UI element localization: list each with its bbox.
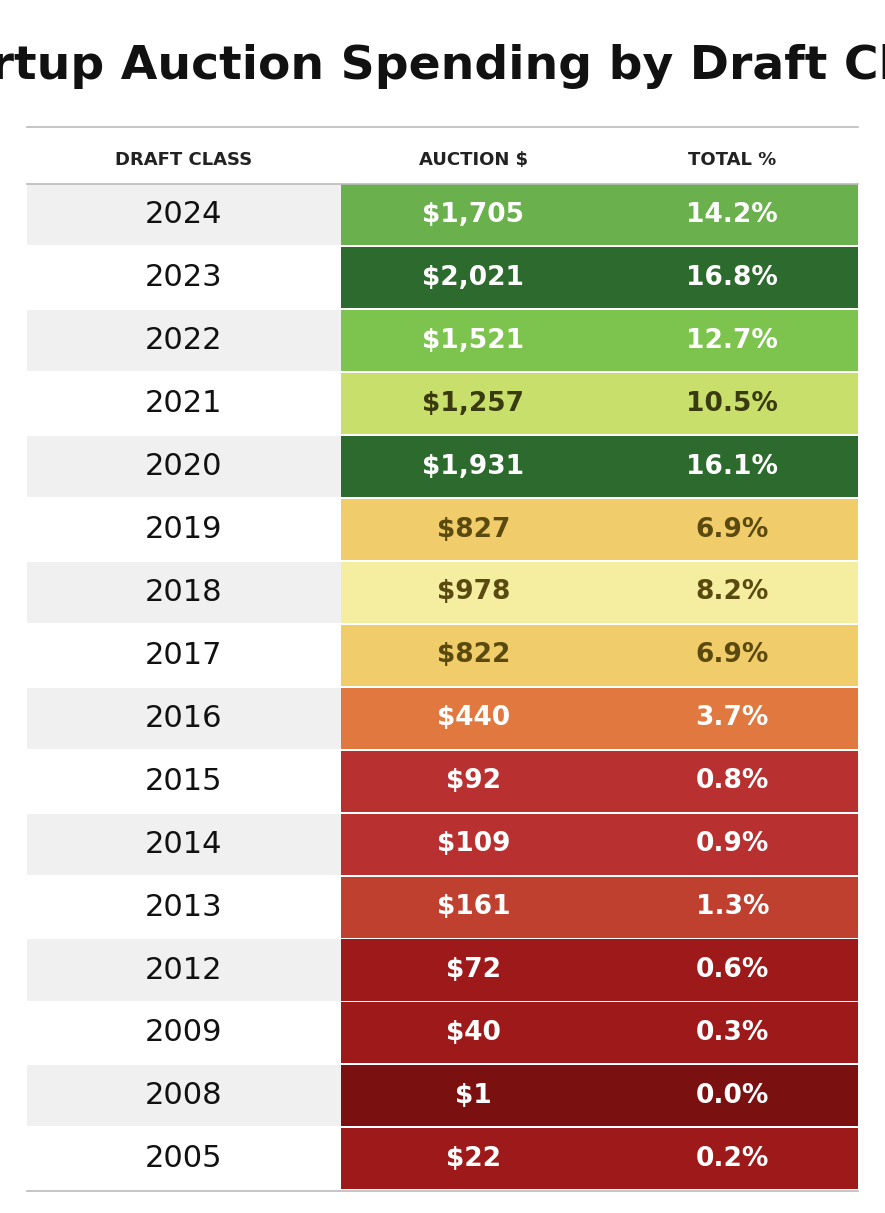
Text: 2005: 2005 (145, 1144, 222, 1173)
Bar (27, 1128, 341, 1189)
Text: 2014: 2014 (145, 830, 222, 859)
Bar (27, 437, 341, 497)
Text: $92: $92 (446, 768, 501, 795)
Text: 0.6%: 0.6% (696, 957, 769, 983)
Bar (341, 625, 858, 687)
Text: 2022: 2022 (145, 326, 222, 355)
Text: $1,521: $1,521 (422, 328, 525, 354)
Bar (341, 1065, 858, 1127)
Text: $1,257: $1,257 (422, 391, 525, 417)
Bar (27, 247, 341, 308)
Bar (341, 247, 858, 308)
Bar (341, 374, 858, 434)
Text: 0.9%: 0.9% (696, 831, 769, 858)
Bar (341, 311, 858, 371)
Bar (27, 814, 341, 875)
Text: $822: $822 (437, 643, 510, 668)
Text: 0.0%: 0.0% (696, 1083, 769, 1109)
Text: DRAFT CLASS: DRAFT CLASS (115, 152, 252, 169)
Text: $1,705: $1,705 (422, 201, 525, 228)
Text: 0.2%: 0.2% (696, 1146, 769, 1172)
Bar (341, 1128, 858, 1189)
Bar (27, 625, 341, 687)
Text: 2020: 2020 (145, 452, 222, 482)
Text: 14.2%: 14.2% (687, 201, 778, 228)
Bar (27, 939, 341, 1001)
Bar (27, 311, 341, 371)
Text: 2018: 2018 (145, 577, 222, 606)
Bar (341, 184, 858, 245)
Text: 2009: 2009 (145, 1019, 222, 1048)
Text: Startup Auction Spending by Draft Class: Startup Auction Spending by Draft Class (0, 44, 885, 90)
Bar (27, 1065, 341, 1127)
Text: 10.5%: 10.5% (687, 391, 778, 417)
Bar (27, 1002, 341, 1064)
Text: $40: $40 (446, 1020, 501, 1046)
Text: $72: $72 (446, 957, 501, 983)
Text: 2019: 2019 (145, 516, 222, 545)
Text: 2008: 2008 (145, 1081, 222, 1110)
Text: 2024: 2024 (145, 200, 222, 229)
Bar (27, 877, 341, 938)
Text: 1.3%: 1.3% (696, 894, 769, 921)
Text: $440: $440 (437, 705, 510, 731)
Text: $109: $109 (436, 831, 511, 858)
Bar (341, 751, 858, 811)
Bar (341, 1002, 858, 1064)
Text: 16.1%: 16.1% (687, 454, 778, 479)
Bar (341, 688, 858, 748)
Text: 16.8%: 16.8% (687, 264, 778, 291)
Bar (27, 184, 341, 245)
Text: 12.7%: 12.7% (687, 328, 778, 354)
Text: 3.7%: 3.7% (696, 705, 769, 731)
Text: 2012: 2012 (145, 956, 222, 985)
Bar (27, 499, 341, 560)
Bar (341, 939, 858, 1001)
Text: 2017: 2017 (145, 640, 222, 670)
Text: $1,931: $1,931 (422, 454, 525, 479)
Text: 0.8%: 0.8% (696, 768, 769, 795)
Bar (341, 437, 858, 497)
Text: 2023: 2023 (145, 263, 222, 292)
Text: 2016: 2016 (145, 704, 222, 733)
Bar (27, 374, 341, 434)
Bar (27, 562, 341, 623)
Bar (341, 499, 858, 560)
Text: 2021: 2021 (145, 389, 222, 418)
Text: $22: $22 (446, 1146, 501, 1172)
Text: $1: $1 (455, 1083, 492, 1109)
Bar (341, 562, 858, 623)
Text: 6.9%: 6.9% (696, 643, 769, 668)
Bar (341, 877, 858, 938)
Bar (27, 688, 341, 748)
Text: 6.9%: 6.9% (696, 517, 769, 542)
Bar (341, 814, 858, 875)
Bar (27, 751, 341, 811)
Text: 2013: 2013 (145, 893, 222, 922)
Text: $827: $827 (437, 517, 510, 542)
Text: 8.2%: 8.2% (696, 580, 769, 605)
Text: TOTAL %: TOTAL % (689, 152, 776, 169)
Text: 0.3%: 0.3% (696, 1020, 769, 1046)
Text: $2,021: $2,021 (422, 264, 525, 291)
Text: 2015: 2015 (145, 767, 222, 796)
Text: AUCTION $: AUCTION $ (419, 152, 528, 169)
Text: $161: $161 (436, 894, 511, 921)
Text: $978: $978 (437, 580, 510, 605)
